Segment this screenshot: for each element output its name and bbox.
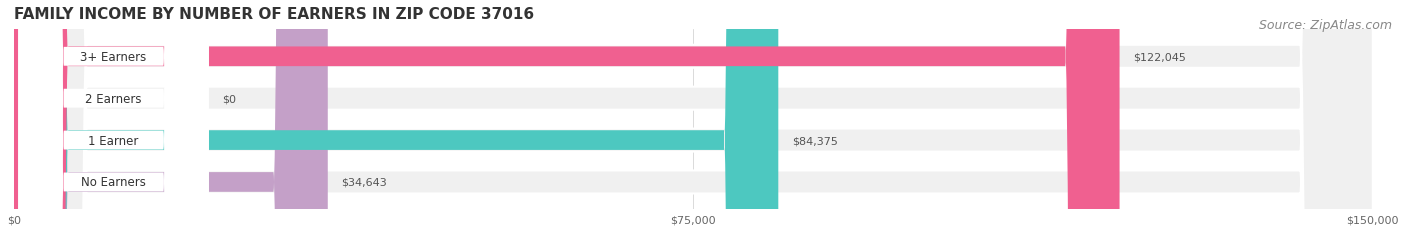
- Text: $34,643: $34,643: [342, 177, 387, 187]
- FancyBboxPatch shape: [18, 0, 208, 231]
- FancyBboxPatch shape: [18, 0, 208, 231]
- Text: FAMILY INCOME BY NUMBER OF EARNERS IN ZIP CODE 37016: FAMILY INCOME BY NUMBER OF EARNERS IN ZI…: [14, 7, 534, 22]
- FancyBboxPatch shape: [14, 0, 328, 231]
- Text: 3+ Earners: 3+ Earners: [80, 51, 146, 64]
- Text: 1 Earner: 1 Earner: [89, 134, 139, 147]
- Text: No Earners: No Earners: [82, 176, 146, 189]
- Text: $122,045: $122,045: [1133, 52, 1187, 62]
- FancyBboxPatch shape: [14, 0, 1372, 231]
- FancyBboxPatch shape: [14, 0, 1372, 231]
- FancyBboxPatch shape: [14, 0, 1372, 231]
- Text: Source: ZipAtlas.com: Source: ZipAtlas.com: [1258, 18, 1392, 31]
- FancyBboxPatch shape: [18, 0, 208, 231]
- Text: 2 Earners: 2 Earners: [86, 92, 142, 105]
- Text: $84,375: $84,375: [792, 136, 838, 146]
- FancyBboxPatch shape: [14, 0, 1119, 231]
- FancyBboxPatch shape: [14, 0, 1372, 231]
- Text: $0: $0: [222, 94, 236, 104]
- FancyBboxPatch shape: [18, 0, 208, 231]
- FancyBboxPatch shape: [14, 0, 779, 231]
